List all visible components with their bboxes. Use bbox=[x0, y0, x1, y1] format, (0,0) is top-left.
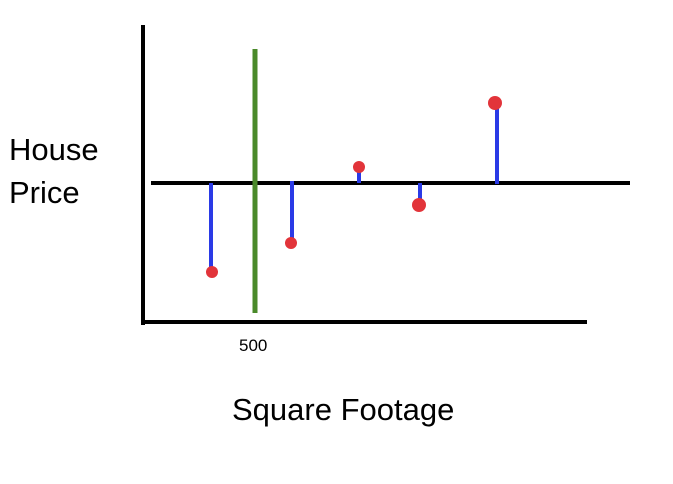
y-axis-label-line-2: Price bbox=[9, 175, 80, 210]
point-3 bbox=[353, 161, 365, 173]
x-axis-label: Square Footage bbox=[232, 392, 455, 427]
point-2 bbox=[285, 237, 297, 249]
point-1 bbox=[206, 266, 218, 278]
point-5 bbox=[488, 96, 502, 110]
y-axis-label-line-1: House bbox=[9, 132, 99, 167]
x-tick-label-500: 500 bbox=[239, 336, 268, 355]
point-4 bbox=[412, 198, 426, 212]
y-axis-label: House Price bbox=[9, 128, 99, 214]
